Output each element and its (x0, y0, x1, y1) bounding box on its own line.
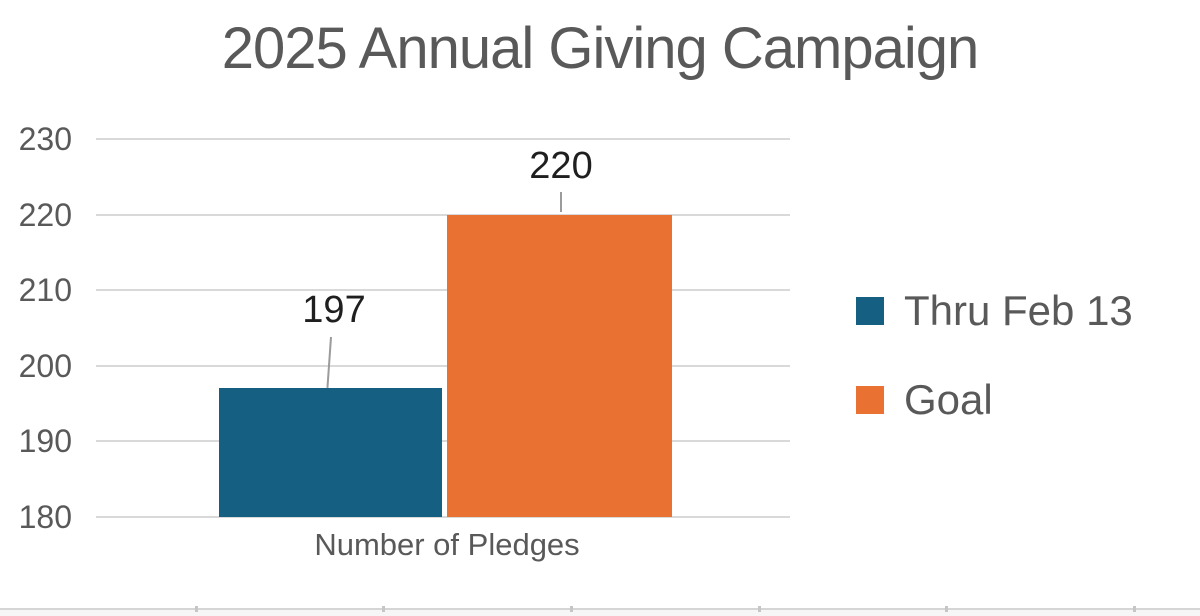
legend-label-thru-feb-13: Thru Feb 13 (904, 287, 1133, 334)
y-tick-label-210: 210 (18, 272, 72, 309)
y-tick-label-180: 180 (18, 499, 72, 535)
legend: Thru Feb 13 Goal (856, 283, 1133, 461)
gridline-210 (96, 289, 790, 292)
legend-item-goal[interactable]: Goal (856, 372, 1133, 428)
chart-title: 2025 Annual Giving Campaign (221, 16, 980, 81)
sheet-gridline-edge (0, 608, 1200, 610)
x-axis-label: Number of Pledges (314, 527, 580, 562)
y-tick-label-220: 220 (18, 196, 72, 233)
sheet-column-tick (570, 606, 573, 612)
data-label-thru-feb-13[interactable]: 197 (302, 289, 366, 331)
legend-swatch-goal (856, 386, 884, 414)
y-tick-label-200: 200 (18, 347, 72, 384)
gridline-180 (96, 516, 790, 518)
sheet-column-tick (382, 606, 385, 612)
legend-label-goal: Goal (904, 376, 993, 423)
bar-thru-feb-13[interactable] (219, 388, 442, 517)
gridline-220 (96, 213, 790, 216)
gridline-200 (96, 364, 790, 367)
legend-item-thru-feb-13[interactable]: Thru Feb 13 (856, 283, 1133, 339)
plot-area (96, 138, 790, 518)
data-label-goal[interactable]: 220 (529, 145, 593, 187)
bar-goal[interactable] (447, 214, 672, 517)
sheet-column-tick (758, 606, 761, 612)
sheet-column-tick (945, 606, 948, 612)
leader-line-goal (560, 192, 562, 212)
y-tick-label-230: 230 (18, 121, 72, 157)
gridline-230 (96, 138, 790, 140)
sheet-column-tick (195, 606, 198, 612)
y-tick-label-190: 190 (18, 423, 72, 460)
gridline-190 (96, 440, 790, 443)
sheet-row-below (0, 610, 1200, 616)
sheet-column-tick (1133, 606, 1136, 612)
legend-swatch-thru-feb-13 (856, 297, 884, 325)
